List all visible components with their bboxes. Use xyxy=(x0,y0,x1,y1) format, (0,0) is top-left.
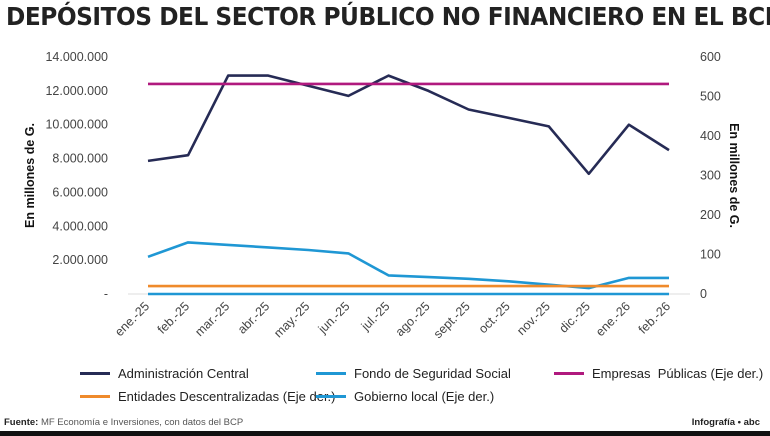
legend-label: Empresas Públicas (Eje der.) xyxy=(592,366,764,381)
x-tick-label: ene.-26 xyxy=(593,299,633,339)
y-tick-right: 0 xyxy=(700,287,707,301)
legend-item-admin: Administración Central xyxy=(80,366,249,381)
y-axis-label-left: En millones de G. xyxy=(23,123,37,228)
legend-swatch xyxy=(554,372,584,375)
x-tick-label: oct.-25 xyxy=(476,299,513,336)
legend-label: Entidades Descentralizadas (Eje der.) xyxy=(118,389,336,404)
series-line-0 xyxy=(147,74,670,176)
credit: Infografía • abc xyxy=(691,417,760,428)
x-tick-label: nov.-25 xyxy=(514,299,553,338)
legend-item-entidades: Entidades Descentralizadas (Eje der.) xyxy=(80,389,336,404)
y-tick-right: 200 xyxy=(700,208,721,222)
x-tick-label: jul.-25 xyxy=(358,299,393,334)
y-tick-left: 6.000.000 xyxy=(52,185,108,199)
x-tick-label: jun.-25 xyxy=(315,299,353,337)
legend-swatch xyxy=(80,372,110,375)
x-tick-label: ago.-25 xyxy=(393,299,433,339)
y-tick-right: 500 xyxy=(700,90,721,104)
line-chart: - 2.000.000 4.000.000 6.000.000 8.000.000 10.… xyxy=(23,50,741,341)
x-tick-label: feb.-25 xyxy=(155,299,192,336)
legend-item-empresas: Empresas Públicas (Eje der.) xyxy=(554,366,763,381)
legend-item-fondo: Fondo de Seguridad Social xyxy=(316,366,511,381)
x-tick-label: may.-25 xyxy=(271,299,312,340)
legend-swatch xyxy=(80,395,110,398)
legend-label: Fondo de Seguridad Social xyxy=(354,366,511,381)
chart-title: DEPÓSITOS DEL SECTOR PÚBLICO NO FINANCIE… xyxy=(6,2,770,31)
y-axis-label-right: En millones de G. xyxy=(727,123,741,228)
x-tick-label: sept.-25 xyxy=(431,299,473,341)
x-tick-label: feb.-26 xyxy=(636,299,673,336)
source-text: MF Economía e Inversiones, con datos del… xyxy=(38,417,244,428)
legend-label: Administración Central xyxy=(118,366,249,381)
bottom-bar xyxy=(0,431,770,436)
y-tick-left: 14.000.000 xyxy=(45,50,108,64)
legend-swatch xyxy=(316,395,346,398)
legend-swatch xyxy=(316,372,346,375)
x-tick-label: ene.-25 xyxy=(112,299,152,339)
y-tick-right: 100 xyxy=(700,248,721,262)
x-tick-label: mar.-25 xyxy=(192,299,232,339)
source-label: Fuente: xyxy=(4,417,39,428)
legend-item-gobierno: Gobierno local (Eje der.) xyxy=(316,389,494,404)
x-tick-label: dic.-25 xyxy=(557,299,593,335)
y-tick-right: 300 xyxy=(700,169,721,183)
y-tick-left: 4.000.000 xyxy=(52,219,108,233)
y-tick-left: 10.000.000 xyxy=(45,118,108,132)
legend-label: Gobierno local (Eje der.) xyxy=(354,389,495,404)
x-tick-label: abr.-25 xyxy=(235,299,272,336)
source-note: Fuente: MF Economía e Inversiones, con d… xyxy=(4,417,243,428)
y-tick-left: - xyxy=(104,287,108,301)
y-tick-right: 400 xyxy=(700,129,721,143)
y-tick-left: 12.000.000 xyxy=(45,84,108,98)
y-tick-right: 600 xyxy=(700,50,721,64)
y-tick-left: 2.000.000 xyxy=(52,253,108,267)
series-line-1 xyxy=(147,241,669,290)
y-tick-left: 8.000.000 xyxy=(52,152,108,166)
